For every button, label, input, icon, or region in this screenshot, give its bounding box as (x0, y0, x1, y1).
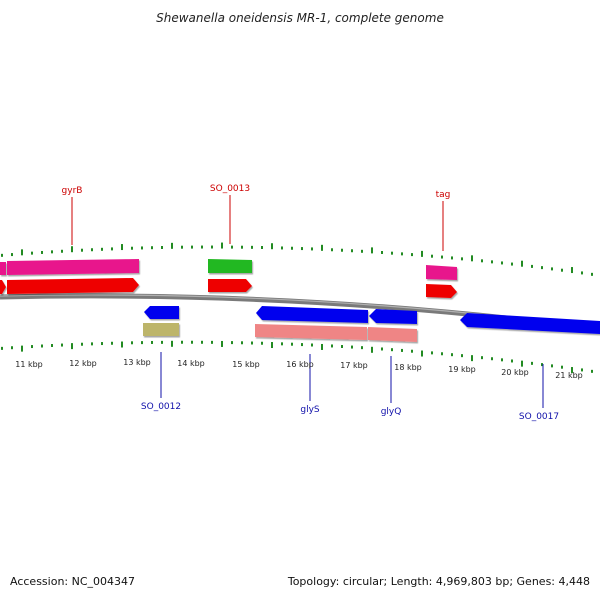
outer-tick-ring (1, 242, 593, 276)
gene-label-glyS[interactable]: glyS (300, 405, 320, 415)
cds-arrow-glyS[interactable] (256, 306, 368, 323)
inner-tick-ring (1, 340, 593, 374)
cds-arrow-SO-0013[interactable] (208, 279, 252, 292)
cds-arrow-gyrB[interactable] (7, 278, 139, 294)
scale-labels: 11 kbp 12 kbp 13 kbp 14 kbp 15 kbp 16 kb… (15, 358, 583, 380)
gene-label-SO-0013[interactable]: SO_0013 (210, 184, 250, 194)
cds-arrow-glyQ[interactable] (369, 309, 417, 324)
gene-label-gyrB[interactable]: gyrB (62, 186, 83, 196)
scale-label: 19 kbp (448, 365, 476, 374)
cds-arrow-red[interactable] (0, 280, 6, 294)
scale-label: 16 kbp (286, 360, 314, 369)
gene-label-SO-0017[interactable]: SO_0017 (519, 412, 559, 422)
gene-feature-gyrB[interactable] (7, 259, 139, 275)
cds-arrow-SO-0017[interactable] (460, 313, 600, 334)
genome-summary-text: Topology: circular; Length: 4,969,803 bp… (287, 575, 590, 588)
scale-label: 15 kbp (232, 360, 260, 369)
scale-label: 21 kbp (555, 371, 583, 380)
gene-label-glyQ[interactable]: glyQ (381, 407, 402, 417)
scale-label: 17 kbp (340, 361, 368, 370)
scale-label: 12 kbp (69, 359, 97, 368)
cds-arrow-tag[interactable] (426, 284, 457, 298)
map-title: Shewanella oneidensis MR-1, complete gen… (156, 11, 444, 25)
gene-feature-glyS-salmon[interactable] (255, 324, 367, 340)
gene-feature-SO-0013-green[interactable] (208, 259, 252, 273)
cds-arrow-SO-0012[interactable] (144, 306, 179, 319)
scale-label: 13 kbp (123, 358, 151, 367)
scale-label: 11 kbp (15, 360, 43, 369)
gene-label-tag[interactable]: tag (436, 190, 451, 200)
scale-label: 18 kbp (394, 363, 422, 372)
scale-label: 14 kbp (177, 359, 205, 368)
gene-feature-SO-0012-olive[interactable] (143, 323, 179, 336)
gene-feature-tag-pink[interactable] (426, 265, 457, 280)
gene-label-SO-0012[interactable]: SO_0012 (141, 402, 181, 412)
accession-text: Accession: NC_004347 (10, 575, 135, 588)
gene-feature-glyQ-salmon[interactable] (368, 327, 417, 342)
scale-label: 20 kbp (501, 368, 529, 377)
gene-feature-pink[interactable] (0, 262, 6, 275)
